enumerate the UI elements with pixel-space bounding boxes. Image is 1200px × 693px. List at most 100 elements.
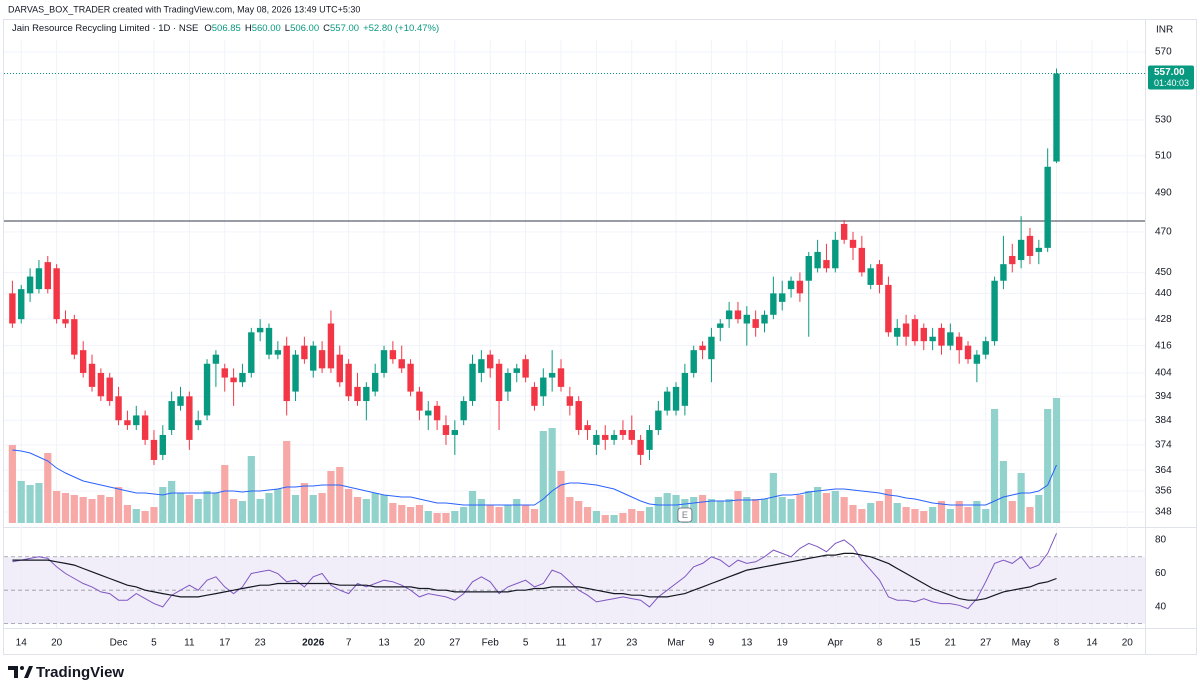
volume-bar	[398, 505, 406, 523]
candle-body	[894, 327, 901, 337]
volume-bar	[548, 428, 556, 523]
x-tick-label: 15	[909, 638, 921, 649]
candle-body	[655, 410, 662, 431]
candle-body	[345, 363, 352, 397]
x-tick-label: 21	[945, 638, 957, 649]
candle-body	[1053, 73, 1060, 162]
volume-bar	[274, 489, 282, 523]
candle-body	[876, 264, 883, 285]
volume-bar	[309, 495, 317, 523]
currency: INR	[1156, 25, 1173, 36]
legend-value: 506.85	[212, 23, 241, 34]
candle-body	[947, 332, 954, 346]
x-tick-label: 23	[626, 638, 638, 649]
y-tick-label: 356	[1155, 486, 1172, 497]
volume-bar	[141, 511, 149, 523]
candle-body	[743, 314, 751, 324]
candle-body	[796, 280, 804, 294]
legend-value: 560.00	[252, 23, 281, 34]
candle-body	[717, 323, 724, 328]
volume-bar	[743, 497, 751, 523]
candle-body	[832, 239, 839, 269]
x-tick-label: Dec	[110, 638, 128, 649]
legend-change: +52.80 (+10.47%)	[363, 23, 439, 34]
candle-body	[168, 401, 175, 431]
x-tick-label: 27	[449, 638, 461, 649]
x-tick-label: 19	[777, 638, 789, 649]
candle-body	[18, 289, 25, 320]
y-tick-label: 416	[1155, 340, 1172, 351]
volume-bar	[734, 491, 742, 523]
volume-bar	[778, 497, 786, 523]
volume-bar	[1044, 409, 1052, 523]
candle-body	[770, 293, 777, 315]
x-tick-label: 8	[1054, 638, 1060, 649]
volume-bar	[787, 499, 795, 523]
candle-body	[752, 319, 759, 328]
x-tick-label: 17	[219, 638, 231, 649]
header: DARVAS_BOX_TRADER created with TradingVi…	[8, 4, 360, 14]
candle-body	[840, 223, 848, 240]
legend-key: L	[285, 23, 290, 34]
volume-bar	[698, 495, 707, 523]
volume-bar	[265, 493, 273, 523]
candle-body	[318, 350, 326, 369]
x-tick-label: 13	[741, 638, 753, 649]
candle-body	[602, 434, 609, 440]
volume-bar	[212, 493, 220, 523]
volume-bar	[327, 471, 335, 523]
candle-body	[363, 386, 370, 402]
volume-bar	[97, 495, 105, 523]
y-tick-label: 490	[1155, 188, 1172, 199]
x-tick-label: 20	[51, 638, 63, 649]
y-tick-label: 384	[1155, 415, 1172, 426]
volume-bar	[88, 499, 96, 523]
volume-bar	[911, 509, 919, 523]
candle-body	[310, 345, 317, 371]
brand: TradingView	[36, 664, 124, 681]
volume-bar	[805, 491, 813, 523]
volume-bar	[937, 501, 946, 523]
candle-body	[195, 420, 202, 426]
candle-body	[212, 354, 220, 364]
volume-bar	[336, 467, 344, 523]
candle-body	[557, 368, 565, 387]
candle-body	[380, 350, 388, 373]
rsi-tick-label: 40	[1155, 602, 1167, 613]
volume-bar	[645, 507, 654, 523]
volume-bar	[973, 501, 981, 523]
candle-body	[150, 439, 158, 460]
candle-body	[504, 372, 512, 392]
candle-body	[141, 415, 149, 440]
volume-bar	[566, 497, 574, 523]
candle-body	[1009, 255, 1016, 265]
candle-body	[699, 345, 706, 351]
candle-body	[487, 354, 494, 369]
volume-bar	[221, 465, 229, 523]
legend-title: Jain Resource Recycling Limited · 1D · N…	[12, 23, 198, 34]
volume-bar	[628, 509, 636, 523]
volume-bar	[61, 493, 70, 523]
volume-bar	[840, 497, 848, 523]
volume-bar	[114, 487, 123, 523]
volume-bar	[353, 497, 362, 523]
rsi-tick-label: 80	[1155, 535, 1167, 546]
candle-body	[159, 434, 167, 455]
candle-body	[690, 350, 697, 373]
candle-body	[531, 386, 538, 406]
volume-bar	[663, 493, 671, 523]
candle-body	[725, 310, 733, 320]
volume-bar	[406, 507, 415, 523]
candle-body	[239, 372, 246, 383]
volume-bar	[504, 505, 512, 523]
candle-body	[301, 345, 308, 360]
volume-bar	[362, 499, 370, 523]
x-tick-label: 20	[414, 638, 426, 649]
candle-body	[9, 293, 16, 324]
volume-bar	[389, 503, 397, 523]
volume-bar	[849, 505, 857, 523]
y-tick-label: 374	[1155, 440, 1172, 451]
candle-body	[371, 372, 379, 392]
x-tick-label: 11	[556, 638, 567, 649]
y-tick-label: 440	[1155, 288, 1172, 299]
